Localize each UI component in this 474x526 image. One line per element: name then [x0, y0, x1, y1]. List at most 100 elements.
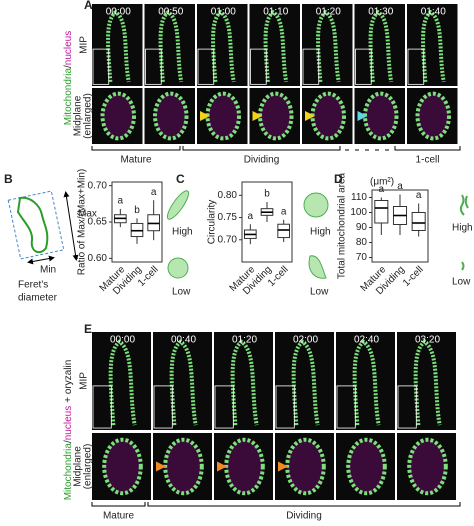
- time-label: 01:00: [211, 7, 236, 18]
- unit-label: (μm²): [370, 177, 394, 188]
- box: [277, 223, 291, 239]
- cell-signal: [415, 91, 451, 141]
- inset: [92, 385, 112, 429]
- cell-signal: [153, 91, 189, 141]
- inset: [250, 48, 267, 85]
- stain-part: Mitochondria: [63, 68, 74, 126]
- cell-signal: [100, 91, 136, 141]
- shape-low: [167, 257, 189, 279]
- y-tick-label: 0.65: [88, 217, 108, 228]
- significance-letter: a: [281, 206, 287, 217]
- arrowhead: [200, 111, 210, 121]
- low-label: Low: [172, 287, 191, 298]
- cell-signal: [258, 91, 294, 141]
- arrowhead: [156, 461, 166, 472]
- panel-label: E: [84, 322, 92, 336]
- feret-label: Feret's: [18, 280, 48, 291]
- significance-letter: b: [264, 189, 270, 200]
- box: [374, 200, 389, 224]
- stain-part: nucleus: [63, 31, 74, 65]
- cell-signal: [346, 437, 387, 496]
- mip-image: [397, 332, 456, 430]
- time-label: 00:00: [106, 7, 131, 18]
- inset: [336, 385, 356, 429]
- cell-signal: [224, 437, 265, 496]
- group-bracket: [394, 146, 461, 151]
- stain-part: nucleus: [63, 406, 74, 440]
- stain-part: Mitochondria: [63, 443, 74, 501]
- row-label: MIP: [79, 36, 90, 54]
- inset: [92, 48, 110, 85]
- inset: [355, 48, 372, 85]
- stain-label: Mitochondria/nucleus + oryzalin: [63, 360, 74, 501]
- group-label: Dividing: [286, 511, 322, 522]
- mip-image: [407, 4, 458, 86]
- panel-label: A: [84, 0, 93, 12]
- mip-image: [336, 332, 395, 430]
- y-tick-label: 110: [351, 192, 367, 203]
- y-axis-label: Ratio of Max/(Max+Min): [77, 169, 88, 275]
- time-label: 01:20: [232, 335, 257, 346]
- row-label: Midplane: [73, 446, 84, 487]
- low-label: Low: [452, 277, 471, 288]
- high-label: High: [172, 227, 193, 238]
- significance-letter: a: [151, 187, 157, 198]
- stain-label: Mitochondria/nucleus: [63, 31, 74, 126]
- max-arrow: [63, 191, 79, 261]
- shape-low: [461, 261, 465, 271]
- time-label: 00:40: [171, 335, 196, 346]
- significance-letter: a: [397, 181, 403, 192]
- y-axis-label: Circularity: [207, 200, 218, 244]
- mip-image: [214, 332, 273, 430]
- y-tick-label: 0.80: [218, 190, 238, 201]
- inset: [397, 385, 417, 429]
- mip-image: [197, 4, 248, 86]
- group-bracket: [147, 502, 461, 507]
- time-label: 02:00: [293, 335, 318, 346]
- inset: [214, 385, 234, 429]
- plot-frame: [371, 189, 429, 263]
- time-label: 00:00: [110, 335, 135, 346]
- cell-signal: [205, 91, 241, 141]
- cell-outline: [16, 196, 49, 254]
- y-tick-label: 90: [356, 222, 368, 233]
- min-arrow: [27, 255, 55, 265]
- arrowhead: [252, 111, 263, 121]
- y-tick-label: 0.75: [218, 212, 238, 223]
- mip-image: [354, 4, 405, 86]
- arrowhead: [217, 461, 227, 472]
- inset: [153, 385, 173, 429]
- inset: [145, 48, 162, 85]
- stain-part: + oryzalin: [63, 360, 74, 403]
- y-tick-label: 100: [350, 207, 367, 218]
- significance-letter: a: [416, 190, 422, 201]
- max-label: Max: [78, 209, 97, 220]
- row-label: (enlarged): [83, 444, 94, 490]
- arrowhead: [278, 461, 288, 472]
- cell-signal: [407, 437, 448, 496]
- time-label: 01:30: [368, 7, 393, 18]
- arrowhead: [305, 111, 315, 121]
- row-label: (enlarged): [83, 93, 94, 139]
- mip-image: [275, 332, 334, 430]
- significance-letter: b: [134, 205, 140, 216]
- inset: [407, 48, 425, 85]
- group-label: Dividing: [244, 155, 280, 166]
- group-bracket: [182, 146, 341, 151]
- shape-low: [308, 255, 327, 279]
- stain-part: /: [63, 65, 74, 68]
- shape-high: [303, 192, 329, 218]
- y-tick-label: 80: [356, 237, 368, 248]
- mip-image: [302, 4, 353, 86]
- time-label: 03:20: [415, 335, 440, 346]
- stain-part: /: [63, 440, 74, 443]
- shape-high: [459, 194, 469, 216]
- time-label: 01:40: [421, 7, 446, 18]
- cell-signal: [363, 91, 399, 141]
- significance-letter: a: [248, 211, 254, 222]
- panel-label: D: [334, 172, 343, 186]
- time-label: 01:10: [263, 7, 288, 18]
- group-label: 1-cell: [416, 155, 440, 166]
- panel-label: C: [176, 172, 185, 186]
- cell-signal: [310, 91, 346, 141]
